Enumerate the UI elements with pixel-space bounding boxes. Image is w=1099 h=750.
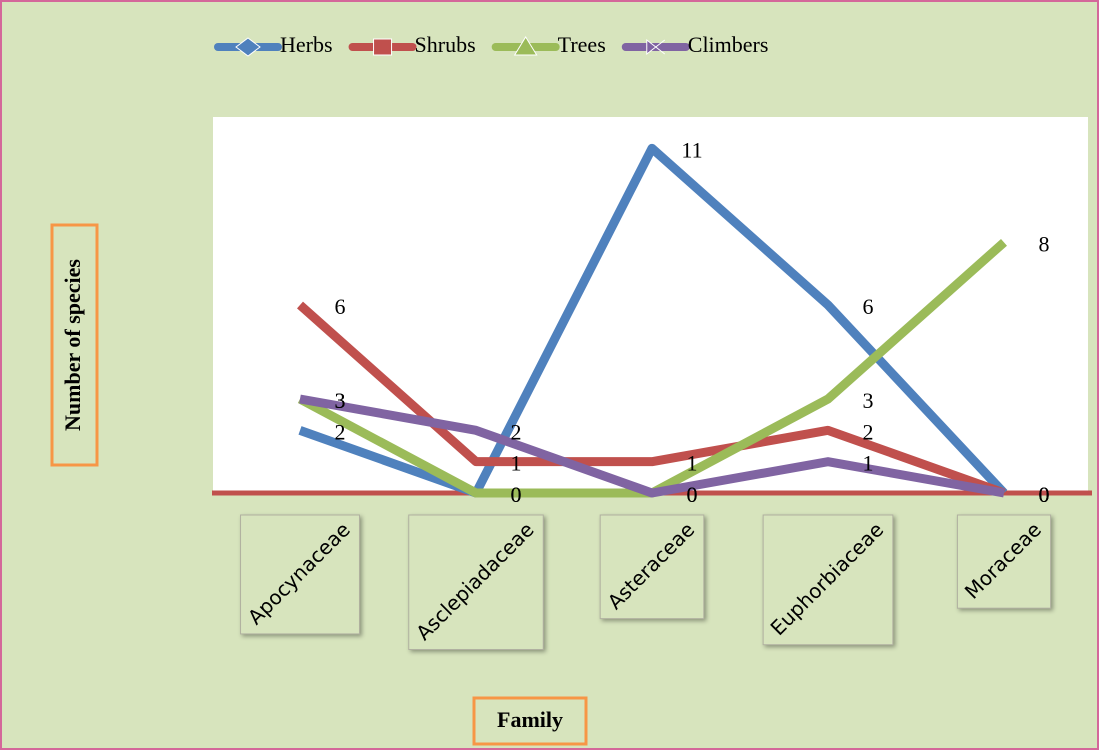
data-label: 3 bbox=[335, 388, 346, 413]
legend-marker bbox=[513, 36, 538, 56]
data-label: 1 bbox=[863, 451, 874, 476]
legend-marker bbox=[373, 38, 393, 56]
category-group: Moraceae bbox=[956, 514, 1052, 609]
legend-label: Herbs bbox=[280, 32, 333, 57]
data-label: 0 bbox=[1039, 482, 1050, 507]
series-line bbox=[297, 301, 1006, 498]
data-label: 2 bbox=[335, 419, 346, 444]
data-label: 8 bbox=[1039, 231, 1050, 256]
data-label: 1 bbox=[511, 451, 522, 476]
category-box bbox=[956, 514, 1052, 609]
y-axis-label: Number of species bbox=[60, 259, 85, 431]
y-label-box bbox=[50, 223, 99, 467]
data-label: 6 bbox=[863, 294, 874, 319]
category-box bbox=[599, 514, 705, 620]
category-box bbox=[240, 514, 360, 635]
data-label: 2 bbox=[863, 419, 874, 444]
data-label: 0 bbox=[511, 482, 522, 507]
x-axis-label: Family bbox=[497, 707, 563, 732]
legend-label: Climbers bbox=[688, 32, 769, 57]
legend-label: Shrubs bbox=[415, 32, 476, 57]
data-label: 11 bbox=[681, 137, 702, 162]
legend-marker bbox=[646, 38, 666, 56]
data-label: 0 bbox=[687, 482, 698, 507]
category-group: Asteraceae bbox=[599, 514, 705, 620]
data-label: 3 bbox=[863, 388, 874, 413]
data-label: 0 bbox=[687, 482, 698, 507]
series-line bbox=[298, 143, 1008, 498]
category-box bbox=[762, 514, 894, 646]
data-label: 0 bbox=[1039, 482, 1050, 507]
category-group: Apocynaceae bbox=[240, 514, 360, 635]
category-group: Asclepiadaceae bbox=[408, 514, 544, 650]
data-label: 0 bbox=[511, 482, 522, 507]
series-line bbox=[299, 394, 1005, 498]
legend-marker bbox=[235, 37, 261, 57]
legend-label: Trees bbox=[558, 32, 606, 57]
data-label: 1 bbox=[687, 451, 698, 476]
data-label: 0 bbox=[1039, 482, 1050, 507]
category-box bbox=[408, 514, 544, 650]
x-label-box bbox=[472, 696, 588, 746]
category-group: Euphorbiaceae bbox=[762, 514, 894, 646]
data-label: 6 bbox=[335, 294, 346, 319]
data-label: 2 bbox=[511, 419, 522, 444]
data-label: 3 bbox=[335, 388, 346, 413]
